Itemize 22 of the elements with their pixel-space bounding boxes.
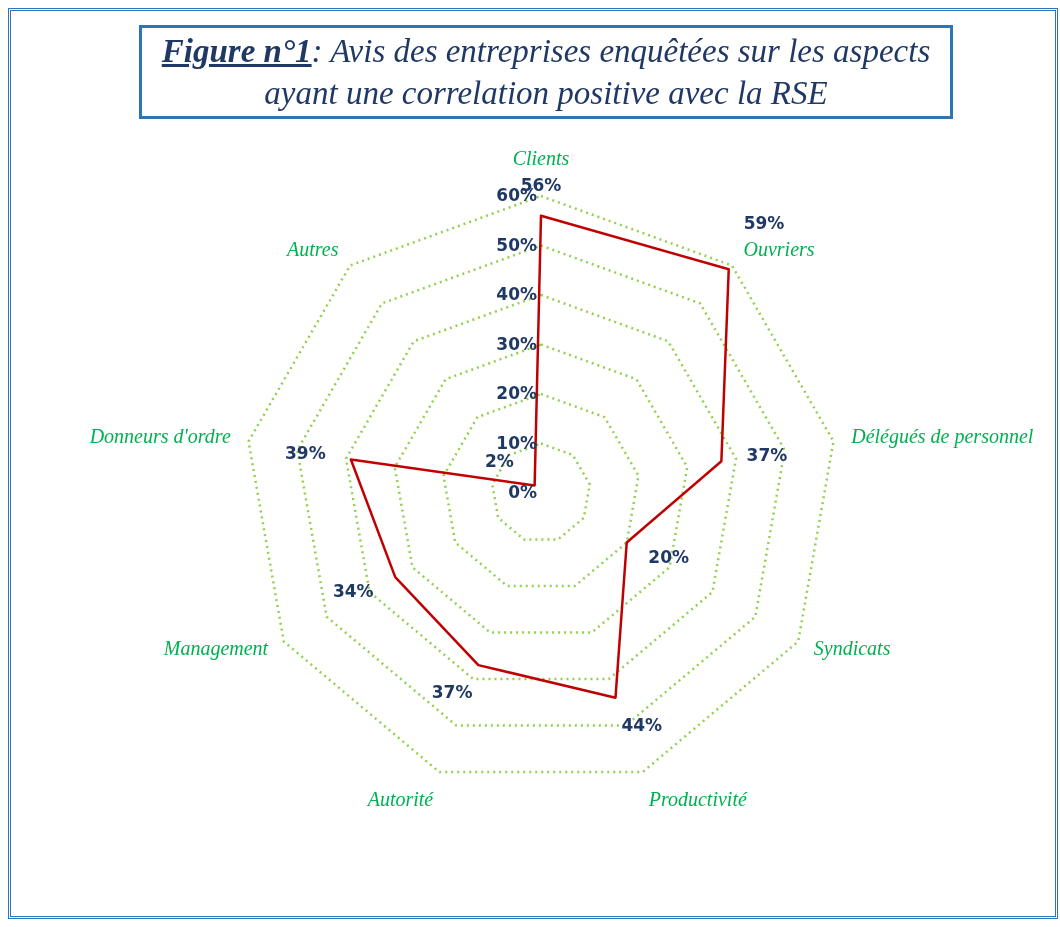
y-tick-label: 0% xyxy=(508,482,537,502)
spoke-label: Autorité xyxy=(365,787,435,810)
spoke-label: Autres xyxy=(285,238,339,261)
data-label: 37% xyxy=(746,444,788,465)
spoke-label: Ouvriers xyxy=(743,238,815,261)
data-label: 34% xyxy=(332,581,374,602)
spoke-label: Clients xyxy=(512,146,570,169)
data-label: 2% xyxy=(484,451,514,472)
data-label: 59% xyxy=(743,213,785,234)
y-tick-label: 50% xyxy=(496,234,537,255)
spoke-label: Productivité xyxy=(647,787,748,810)
spoke-label: Management xyxy=(162,637,269,661)
data-label: 39% xyxy=(284,443,326,464)
data-label: 44% xyxy=(621,714,663,735)
spoke-label: Syndicats xyxy=(813,637,891,661)
y-tick-label: 30% xyxy=(496,333,537,354)
chart-title: Figure n°1: Avis des entreprises enquêtées sur les aspects ayant une correlation positive avec la RSE xyxy=(139,25,953,119)
spoke-label: Délégués de personnel xyxy=(850,424,1034,448)
data-label: 37% xyxy=(431,682,473,703)
spoke-label: Donneurs d'ordre xyxy=(88,424,231,447)
y-tick-label: 40% xyxy=(496,284,537,304)
data-label: 20% xyxy=(648,546,690,567)
